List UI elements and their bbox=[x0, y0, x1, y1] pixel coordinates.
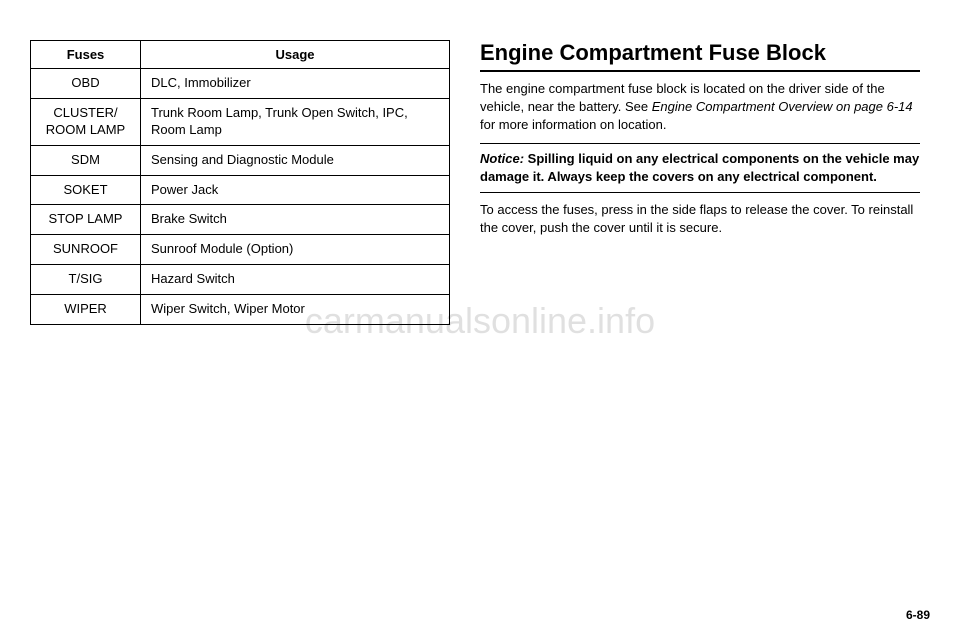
fuse-usage: Sensing and Diagnostic Module bbox=[141, 145, 450, 175]
table-row: WIPER Wiper Switch, Wiper Motor bbox=[31, 295, 450, 325]
fuse-usage: DLC, Immobilizer bbox=[141, 69, 450, 99]
section-heading: Engine Compartment Fuse Block bbox=[480, 40, 920, 72]
page-reference: Engine Compartment Overview on page 6-14 bbox=[652, 99, 913, 114]
fuse-name: SDM bbox=[31, 145, 141, 175]
fuse-usage: Power Jack bbox=[141, 175, 450, 205]
right-column: Engine Compartment Fuse Block The engine… bbox=[480, 40, 920, 325]
fuse-usage: Wiper Switch, Wiper Motor bbox=[141, 295, 450, 325]
fuse-usage: Trunk Room Lamp, Trunk Open Switch, IPC,… bbox=[141, 98, 450, 145]
fuse-usage: Hazard Switch bbox=[141, 265, 450, 295]
fuse-name: WIPER bbox=[31, 295, 141, 325]
table-row: T/SIG Hazard Switch bbox=[31, 265, 450, 295]
fuse-name: SOKET bbox=[31, 175, 141, 205]
fuse-name: OBD bbox=[31, 69, 141, 99]
notice-text: Spilling liquid on any electrical compon… bbox=[480, 151, 919, 184]
intro-paragraph: The engine compartment fuse block is loc… bbox=[480, 80, 920, 135]
header-fuses: Fuses bbox=[31, 41, 141, 69]
fuse-usage: Brake Switch bbox=[141, 205, 450, 235]
table-row: SOKET Power Jack bbox=[31, 175, 450, 205]
table-row: CLUSTER/ ROOM LAMP Trunk Room Lamp, Trun… bbox=[31, 98, 450, 145]
notice-block: Notice: Spilling liquid on any electrica… bbox=[480, 143, 920, 193]
table-header-row: Fuses Usage bbox=[31, 41, 450, 69]
fuse-name: CLUSTER/ ROOM LAMP bbox=[31, 98, 141, 145]
fuse-usage: Sunroof Module (Option) bbox=[141, 235, 450, 265]
left-column: Fuses Usage OBD DLC, Immobilizer CLUSTER… bbox=[30, 40, 450, 325]
page-content: Fuses Usage OBD DLC, Immobilizer CLUSTER… bbox=[30, 40, 930, 325]
table-row: SDM Sensing and Diagnostic Module bbox=[31, 145, 450, 175]
fuse-name: STOP LAMP bbox=[31, 205, 141, 235]
header-usage: Usage bbox=[141, 41, 450, 69]
table-row: OBD DLC, Immobilizer bbox=[31, 69, 450, 99]
access-paragraph: To access the fuses, press in the side f… bbox=[480, 201, 920, 237]
fuse-name: T/SIG bbox=[31, 265, 141, 295]
fuse-table: Fuses Usage OBD DLC, Immobilizer CLUSTER… bbox=[30, 40, 450, 325]
table-row: SUNROOF Sunroof Module (Option) bbox=[31, 235, 450, 265]
fuse-name: SUNROOF bbox=[31, 235, 141, 265]
notice-label: Notice: bbox=[480, 151, 524, 166]
table-row: STOP LAMP Brake Switch bbox=[31, 205, 450, 235]
intro-text-c: for more information on location. bbox=[480, 117, 666, 132]
page-number: 6-89 bbox=[906, 608, 930, 622]
